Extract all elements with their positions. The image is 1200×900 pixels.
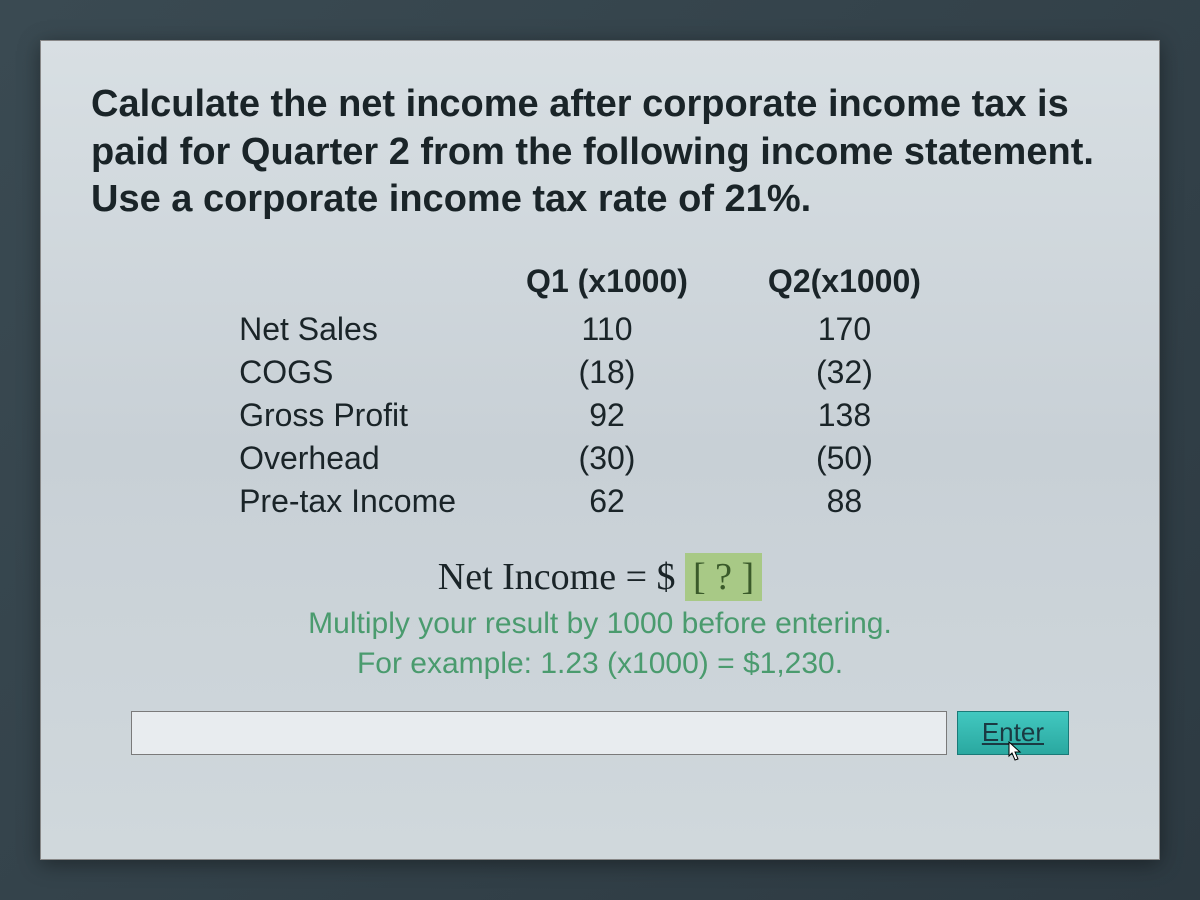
- row-label: Net Sales: [239, 308, 486, 351]
- table-row: COGS (18) (32): [239, 351, 961, 394]
- cell-q1: 62: [486, 480, 728, 523]
- enter-button[interactable]: Enter: [957, 711, 1069, 755]
- table-row: Gross Profit 92 138: [239, 394, 961, 437]
- table-row: Pre-tax Income 62 88: [239, 480, 961, 523]
- cell-q1: 110: [486, 308, 728, 351]
- answer-prompt: Net Income = $ [ ? ]: [91, 553, 1109, 601]
- cell-q1: (30): [486, 437, 728, 480]
- row-label: COGS: [239, 351, 486, 394]
- table-row: Overhead (30) (50): [239, 437, 961, 480]
- table-header-q2: Q2(x1000): [728, 259, 961, 308]
- table-header-q1: Q1 (x1000): [486, 259, 728, 308]
- question-card: Calculate the net income after corporate…: [40, 40, 1160, 860]
- income-statement-table: Q1 (x1000) Q2(x1000) Net Sales 110 170 C…: [239, 259, 961, 523]
- hint-line-1: Multiply your result by 1000 before ente…: [91, 607, 1109, 641]
- cell-q2: (32): [728, 351, 961, 394]
- row-label: Pre-tax Income: [239, 480, 486, 523]
- cell-q1: 92: [486, 394, 728, 437]
- cell-q2: 138: [728, 394, 961, 437]
- row-label: Overhead: [239, 437, 486, 480]
- cell-q2: 170: [728, 308, 961, 351]
- input-row: Enter: [91, 711, 1109, 755]
- row-label: Gross Profit: [239, 394, 486, 437]
- answer-prompt-prefix: Net Income = $: [438, 556, 685, 598]
- cursor-icon: [1003, 740, 1023, 764]
- answer-placeholder: [ ? ]: [685, 553, 762, 601]
- answer-input[interactable]: [131, 711, 947, 755]
- table-header-blank: [239, 259, 486, 308]
- question-text: Calculate the net income after corporate…: [91, 81, 1109, 224]
- hint-line-2: For example: 1.23 (x1000) = $1,230.: [91, 647, 1109, 681]
- cell-q2: 88: [728, 480, 961, 523]
- table-header-row: Q1 (x1000) Q2(x1000): [239, 259, 961, 308]
- answer-section: Net Income = $ [ ? ] Multiply your resul…: [91, 553, 1109, 681]
- cell-q2: (50): [728, 437, 961, 480]
- cell-q1: (18): [486, 351, 728, 394]
- table-row: Net Sales 110 170: [239, 308, 961, 351]
